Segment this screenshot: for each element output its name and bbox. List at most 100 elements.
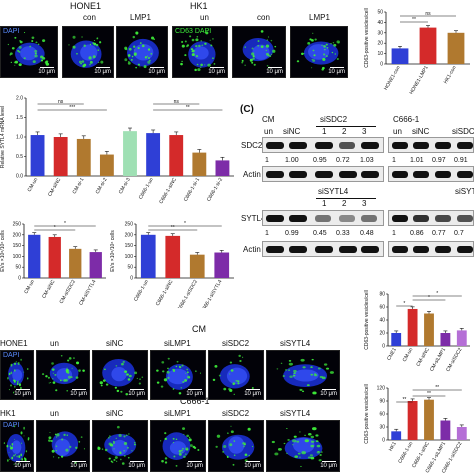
y-axis-label: EVs ×10⁸/10⁶ cells <box>0 230 6 272</box>
scale-label: 10 μm <box>70 463 87 469</box>
col-label-con-2: con <box>257 13 270 22</box>
c666-row-col-3: siLMP1 <box>164 409 191 418</box>
x-tick-label: C666-1-siNC <box>158 177 178 205</box>
y-tick-label: 30 <box>377 30 383 36</box>
bar <box>447 32 465 64</box>
bar <box>391 48 409 64</box>
bar <box>440 420 451 440</box>
x-tick-label: C666-1-un <box>133 279 150 303</box>
cell-cm-5: 10 μm <box>266 350 340 400</box>
chart-evs-cm: 0 50 100 150 200 250 EVs ×10⁸/10⁶ cells CM-un CM… <box>0 221 106 307</box>
cell-hk1-lmp1: 10 μm <box>290 26 348 78</box>
bar <box>456 330 467 346</box>
col-label-un: un <box>200 13 209 22</box>
scale-bar <box>330 66 344 68</box>
bar <box>407 401 418 440</box>
blot-header-line-2 <box>316 198 376 199</box>
sig-mark: ** <box>171 225 175 231</box>
bar <box>48 236 61 278</box>
cm-row-col-5: siSYTL4 <box>280 339 311 348</box>
sdc2-val-cm-3: 0.95 <box>313 157 327 164</box>
cell-c666-0: DAPI 10 μm <box>0 420 34 472</box>
cm-row-col-0: HONE1 <box>0 339 28 348</box>
y-tick-label: 200 <box>125 232 134 238</box>
blot-c666-label: C666-1 <box>393 115 420 124</box>
bar <box>140 234 156 278</box>
cell-c666-4: 10 μm <box>208 420 264 472</box>
scale-bar <box>210 66 224 68</box>
cell-hone1-lmp1: 10 μm <box>116 26 168 78</box>
scale-label: 10 μm <box>186 391 203 397</box>
sig-mark: ** <box>435 385 439 391</box>
sytl4-val-c666-1: 1 <box>392 230 396 237</box>
x-tick-label: C666-1-siNC <box>155 279 175 307</box>
y-tick-label: 50 <box>127 265 133 271</box>
x-tick-label: HK1 <box>388 441 398 453</box>
x-tick-label: CM-siLMP1 <box>429 347 447 373</box>
cm-row-col-2: siNC <box>106 339 124 348</box>
x-tick-label: C666-1-si-1 <box>183 177 201 203</box>
scale-bar <box>246 388 260 390</box>
bar <box>391 431 402 440</box>
c666-row-col-1: un <box>50 409 59 418</box>
sig-mark: * <box>428 295 430 301</box>
sdc2-val-c666-2: 1.01 <box>410 157 424 164</box>
bar <box>440 333 451 346</box>
scale-bar <box>96 66 110 68</box>
y-tick-label: 150 <box>125 243 134 249</box>
y-tick-label: 60 <box>379 305 385 311</box>
scale-bar <box>40 66 54 68</box>
scale-label: 10 μm <box>266 69 283 75</box>
y-tick-label: 0 <box>380 62 383 68</box>
bar <box>146 133 161 176</box>
x-tick-label: CM-siSDC2 <box>59 279 78 305</box>
sytl4-val-cm-1: 1 <box>265 230 269 237</box>
y-tick-label: 20 <box>377 41 383 47</box>
lane-num-1: 1 <box>322 127 327 136</box>
group-label-hk1: HK1 <box>190 1 208 11</box>
y-tick-label: 20 <box>379 331 385 337</box>
blot-un-label-2: un <box>393 127 402 136</box>
cm-row-col-4: siSDC2 <box>222 339 250 348</box>
blot-header-line <box>316 126 376 127</box>
bar <box>456 427 467 440</box>
cell-c666-3: 10 μm <box>150 420 206 472</box>
scale-label: 10 μm <box>148 69 165 75</box>
stain-label: DAPI <box>3 352 20 359</box>
x-tick-label: CM-un <box>23 279 36 295</box>
blot-actin-cm-2 <box>262 241 384 257</box>
blot-sisdc2-label-2: siSDC2 <box>452 127 474 136</box>
y-tick-label: 80 <box>379 292 385 298</box>
x-tick-label: CM-siNC <box>415 347 431 368</box>
sig-mark: *** <box>69 105 75 111</box>
y-tick-label: 0 <box>18 276 21 282</box>
blot-actin-c666-1 <box>388 166 474 182</box>
scale-bar <box>16 388 30 390</box>
chart-sytl4-mrna: 0.0 0.5 1.0 1.5 2.0 Relative SYTL4 mRNA level… <box>0 96 234 205</box>
x-tick-label: CM-un <box>402 347 415 363</box>
chart-cd63-cm: 0 20 40 60 80 CD63-positive vesicles/cell CNE1… <box>364 290 470 373</box>
y-axis-label: Relative SYTL4 mRNA level <box>0 106 6 168</box>
bar <box>28 234 41 278</box>
x-tick-label: C666-1-siSYTL4 <box>200 279 224 308</box>
y-tick-label: 0 <box>382 438 385 444</box>
y-tick-label: 40 <box>379 318 385 324</box>
scale-bar <box>268 66 282 68</box>
y-tick-label: 100 <box>13 254 22 260</box>
cell-c666-5: 10 μm <box>266 420 340 472</box>
sdc2-val-cm-2: 1.00 <box>285 157 299 164</box>
blot-sdc2-label: SDC2 <box>241 141 263 150</box>
stain-label: CD63 DAPI <box>175 28 212 35</box>
blot-sytl4-cm <box>262 210 384 226</box>
blot-sytl4-label: SYTL4 <box>241 214 266 223</box>
sig-mark: ** <box>412 17 416 23</box>
sig-mark: ns <box>425 11 431 17</box>
c666-row-col-0: HK1 <box>0 409 16 418</box>
sig-mark: ** <box>427 391 431 397</box>
y-tick-label: 250 <box>13 222 22 228</box>
lane-num-2: 2 <box>342 127 347 136</box>
scale-bar <box>188 460 202 462</box>
scale-label: 10 μm <box>244 391 261 397</box>
bar <box>391 333 402 346</box>
sig-mark: ns <box>174 99 180 105</box>
